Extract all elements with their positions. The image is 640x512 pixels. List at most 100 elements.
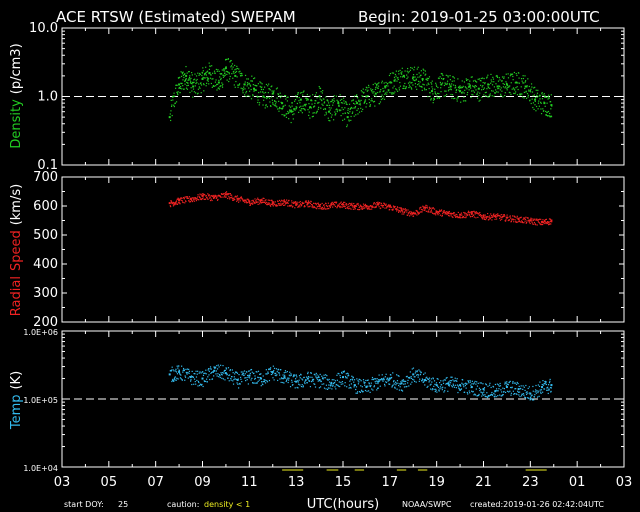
data-point [202, 67, 204, 69]
data-point [429, 207, 431, 210]
data-point [260, 377, 263, 380]
data-point [336, 108, 338, 110]
data-point [177, 378, 179, 380]
data-point [290, 110, 293, 113]
data-point [331, 203, 333, 205]
data-point [237, 199, 239, 201]
data-point [293, 202, 296, 204]
data-point [176, 373, 179, 375]
data-point [472, 383, 475, 385]
data-point [435, 84, 437, 86]
data-point [476, 212, 479, 214]
data-point [221, 82, 223, 84]
data-point [511, 382, 514, 384]
data-point [343, 118, 346, 120]
data-point [531, 91, 534, 93]
data-point [183, 197, 185, 199]
data-point [274, 105, 276, 107]
data-point [369, 391, 371, 393]
data-point [286, 379, 288, 381]
data-point [512, 218, 514, 220]
data-point [415, 86, 417, 88]
data-point [234, 378, 236, 380]
data-point [454, 87, 456, 89]
data-point [222, 193, 224, 195]
data-point [353, 107, 355, 109]
data-point [187, 82, 189, 84]
data-point [384, 87, 386, 89]
data-point [429, 95, 431, 98]
data-point [481, 217, 483, 219]
data-point [418, 72, 420, 74]
y-tick-label: 600 [33, 199, 58, 214]
data-point [453, 80, 455, 82]
data-point [186, 84, 188, 87]
data-point [490, 90, 493, 92]
data-point [550, 223, 552, 225]
data-point [268, 88, 270, 90]
data-point [277, 94, 279, 96]
data-point [243, 83, 245, 85]
data-point [466, 383, 468, 385]
data-point [440, 210, 442, 212]
data-point [410, 82, 412, 84]
data-point [412, 74, 415, 76]
data-point [483, 218, 486, 220]
data-point [188, 368, 190, 371]
data-point [392, 208, 394, 210]
data-point [457, 86, 460, 89]
data-point [436, 378, 438, 380]
data-point [329, 120, 331, 122]
data-point [492, 214, 495, 216]
data-point [398, 375, 400, 377]
data-point [273, 379, 275, 381]
data-point [543, 102, 546, 105]
data-point [411, 81, 413, 84]
data-point [310, 371, 312, 374]
data-point [488, 217, 490, 219]
data-point [218, 374, 221, 376]
data-point [270, 371, 272, 373]
data-point [548, 218, 551, 220]
data-point [306, 93, 308, 96]
data-point [426, 376, 428, 378]
data-point [266, 380, 268, 382]
data-point [184, 375, 186, 377]
data-point [263, 96, 265, 98]
data-point [232, 383, 235, 385]
data-point [240, 196, 242, 198]
data-point [428, 206, 431, 208]
data-point [404, 211, 406, 213]
data-point [449, 382, 452, 384]
data-point [288, 199, 290, 201]
data-point [185, 200, 187, 203]
data-point [246, 201, 249, 204]
data-point [257, 203, 259, 205]
data-point [438, 77, 440, 80]
data-point [388, 89, 390, 91]
data-point [296, 380, 299, 382]
data-point [343, 201, 345, 203]
data-point [440, 384, 443, 386]
data-point [534, 104, 536, 106]
data-point [383, 82, 385, 84]
data-point [382, 379, 384, 381]
data-point [526, 221, 528, 224]
data-point [541, 98, 544, 100]
data-point [168, 202, 171, 205]
data-point [195, 198, 197, 200]
data-point [524, 397, 527, 399]
data-point [369, 208, 371, 210]
data-point [430, 98, 432, 100]
data-point [292, 376, 294, 378]
data-point [525, 222, 527, 224]
data-point [319, 87, 322, 90]
data-point [420, 70, 422, 72]
data-point [322, 207, 324, 210]
data-point [398, 384, 400, 387]
data-point [508, 86, 510, 88]
data-point [472, 94, 474, 96]
data-point [306, 382, 308, 384]
data-point [443, 391, 445, 393]
data-point [407, 209, 409, 211]
